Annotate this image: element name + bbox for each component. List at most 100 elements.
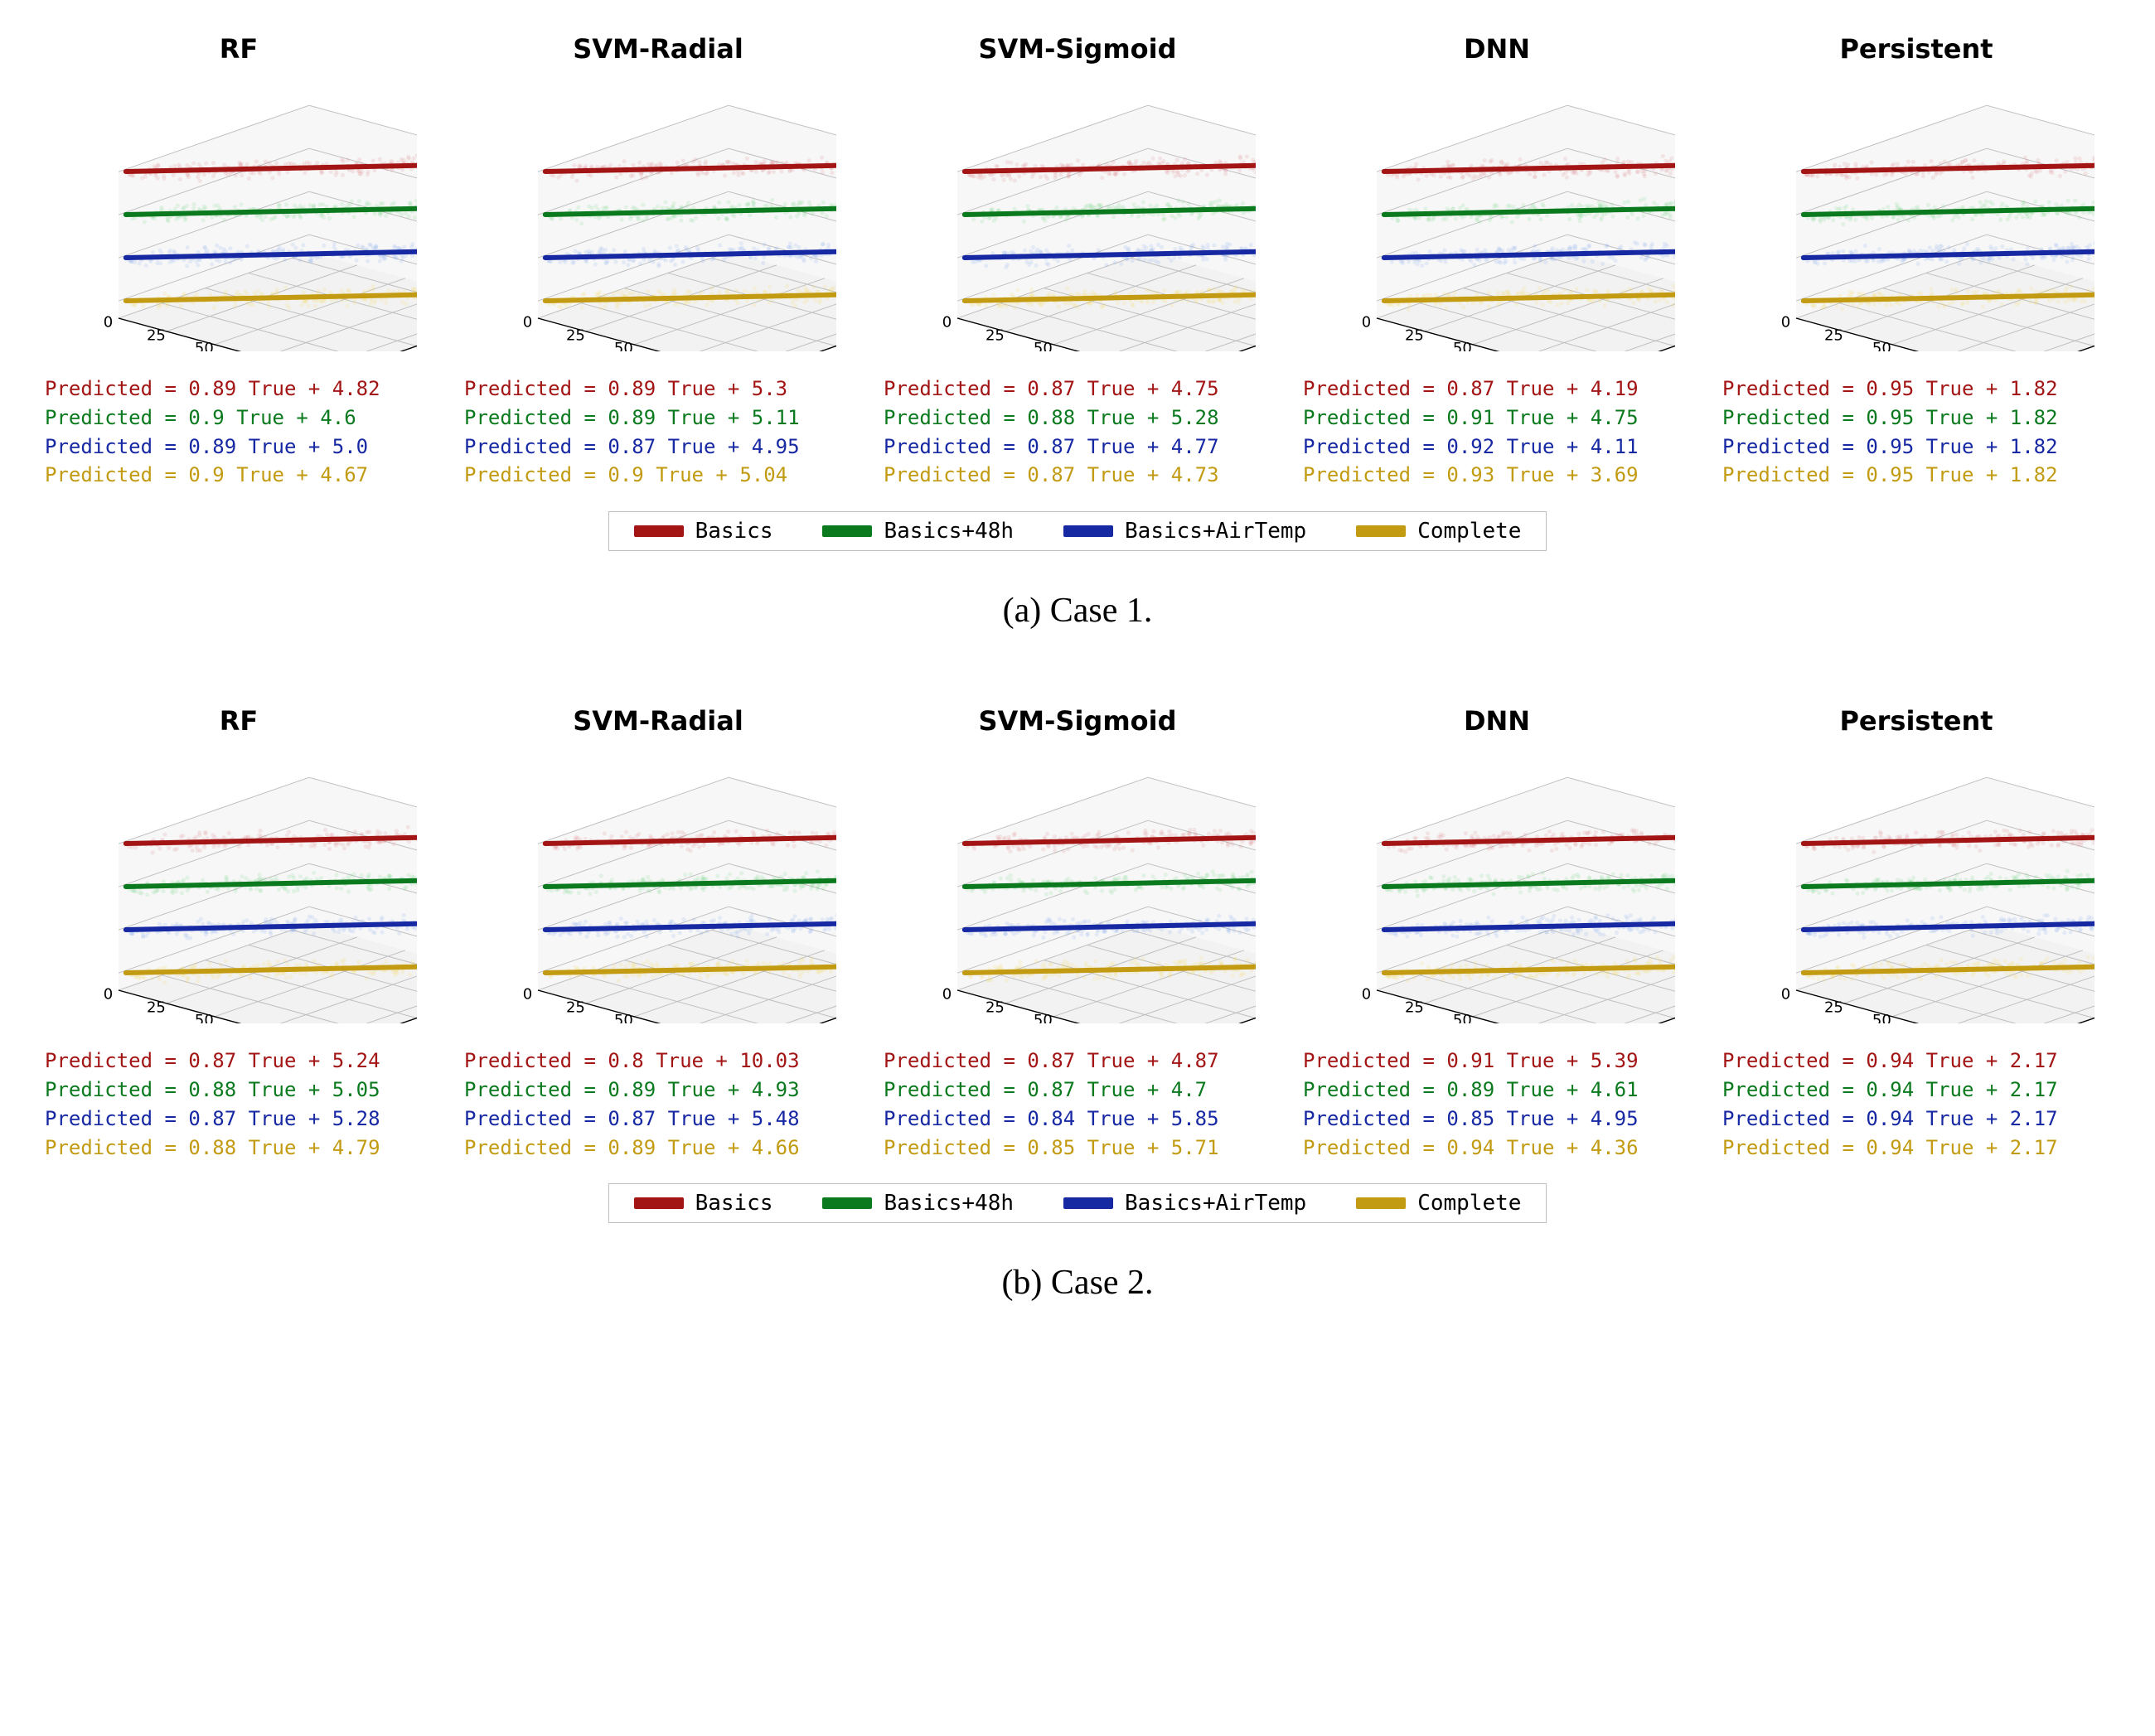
equation-block: Predicted = 0.91 True + 5.39Predicted = … — [1303, 1047, 1639, 1162]
x-tick: 25 — [147, 999, 166, 1016]
equation-line: Predicted = 0.88 True + 5.05 — [45, 1076, 380, 1105]
x-tick: 25 — [985, 999, 1005, 1016]
x-tick: 0 — [942, 313, 952, 331]
equation-line: Predicted = 0.93 True + 3.69 — [1303, 461, 1639, 490]
x-tick: 50 — [1034, 340, 1053, 351]
panel-title: SVM-Sigmoid — [978, 33, 1176, 65]
equation-line: Predicted = 0.89 True + 5.3 — [464, 375, 800, 404]
legend-swatch — [634, 1197, 684, 1209]
equation-line: Predicted = 0.84 True + 5.85 — [884, 1105, 1219, 1134]
equation-line: Predicted = 0.87 True + 4.75 — [884, 375, 1219, 404]
panel-svm-sigmoid: SVM-Sigmoid0255075100255075100True[kW]Pr… — [872, 33, 1283, 490]
x-tick: 50 — [1872, 340, 1891, 351]
legend: BasicsBasics+48hBasics+AirTempComplete — [33, 1183, 2122, 1223]
x-tick: 25 — [1824, 326, 1843, 344]
subfigure-caption: (b) Case 2. — [33, 1263, 2122, 1303]
panel-rf: RF0255075100255075100True[kW]Predicted[k… — [33, 33, 444, 490]
equation-line: Predicted = 0.89 True + 4.61 — [1303, 1076, 1639, 1105]
subfigure-caption: (a) Case 1. — [33, 591, 2122, 631]
x-tick: 25 — [566, 326, 585, 344]
scatter3d-plot: 0255075100255075100True[kW]Predicted[kW] — [1738, 70, 2094, 351]
legend-swatch — [822, 525, 872, 537]
equation-line: Predicted = 0.94 True + 4.36 — [1303, 1134, 1639, 1163]
legend-label: Basics+48h — [884, 1191, 1014, 1216]
legend-swatch — [1063, 525, 1113, 537]
scatter3d-plot: 0255075100255075100True[kW]Predicted[kW] — [480, 70, 836, 351]
legend-item-basicsAir: Basics+AirTemp — [1063, 1191, 1306, 1216]
legend-swatch — [1063, 1197, 1113, 1209]
x-tick: 50 — [614, 340, 633, 351]
panel-title: DNN — [1464, 33, 1530, 65]
equation-block: Predicted = 0.87 True + 4.87Predicted = … — [884, 1047, 1219, 1162]
legend-label: Basics+AirTemp — [1125, 1191, 1306, 1216]
equation-block: Predicted = 0.8 True + 10.03Predicted = … — [464, 1047, 800, 1162]
x-tick: 0 — [1781, 986, 1790, 1003]
panel-title: SVM-Radial — [573, 705, 743, 737]
equation-line: Predicted = 0.87 True + 5.24 — [45, 1047, 380, 1076]
legend-item-basics48h: Basics+48h — [822, 519, 1014, 544]
panel-title: RF — [220, 705, 259, 737]
equation-line: Predicted = 0.87 True + 5.48 — [464, 1105, 800, 1134]
x-tick: 0 — [942, 986, 952, 1003]
x-tick: 25 — [1405, 999, 1424, 1016]
equation-line: Predicted = 0.94 True + 2.17 — [1722, 1134, 2058, 1163]
scatter3d-plot: 0255075100255075100True[kW]Predicted[kW] — [61, 70, 417, 351]
legend-item-basics: Basics — [634, 519, 773, 544]
legend-item-basics: Basics — [634, 1191, 773, 1216]
equation-line: Predicted = 0.9 True + 4.6 — [45, 404, 380, 433]
x-tick: 50 — [195, 1012, 214, 1023]
equation-line: Predicted = 0.94 True + 2.17 — [1722, 1076, 2058, 1105]
scatter3d-plot: 0255075100255075100True[kW]Predicted[kW] — [1738, 742, 2094, 1023]
equation-block: Predicted = 0.89 True + 4.82Predicted = … — [45, 375, 380, 490]
x-tick: 25 — [1405, 326, 1424, 344]
equation-line: Predicted = 0.89 True + 5.0 — [45, 433, 380, 462]
x-tick: 0 — [1362, 313, 1371, 331]
equation-line: Predicted = 0.87 True + 4.7 — [884, 1076, 1219, 1105]
scatter3d-plot: 0255075100255075100True[kW]Predicted[kW] — [61, 742, 417, 1023]
case-2: RF 0255075100255075100True[kW]Predicted[k… — [33, 705, 2122, 1303]
x-tick: 25 — [566, 999, 585, 1016]
legend-label: Basics+AirTemp — [1125, 519, 1306, 544]
x-tick: 25 — [147, 326, 166, 344]
equation-line: Predicted = 0.95 True + 1.82 — [1722, 404, 2058, 433]
legend-swatch — [822, 1197, 872, 1209]
panel-rf: RF0255075100255075100True[kW]Predicted[k… — [33, 705, 444, 1162]
scatter3d-plot: 0255075100255075100True[kW]Predicted[kW] — [899, 70, 1256, 351]
x-tick: 0 — [1781, 313, 1790, 331]
panel-title: DNN — [1464, 705, 1530, 737]
legend-swatch — [634, 525, 684, 537]
legend-label: Complete — [1417, 519, 1521, 544]
equation-line: Predicted = 0.94 True + 2.17 — [1722, 1047, 2058, 1076]
equation-line: Predicted = 0.89 True + 4.82 — [45, 375, 380, 404]
equation-line: Predicted = 0.91 True + 5.39 — [1303, 1047, 1639, 1076]
equation-line: Predicted = 0.94 True + 2.17 — [1722, 1105, 2058, 1134]
equation-line: Predicted = 0.87 True + 4.19 — [1303, 375, 1639, 404]
panel-title: Persistent — [1839, 33, 1993, 65]
x-tick: 0 — [1362, 986, 1371, 1003]
legend-label: Basics — [695, 519, 773, 544]
x-tick: 50 — [1453, 1012, 1472, 1023]
equation-line: Predicted = 0.89 True + 4.66 — [464, 1134, 800, 1163]
equation-line: Predicted = 0.9 True + 4.67 — [45, 461, 380, 490]
panel-persistent: Persistent0255075100255075100True[kW]Pre… — [1711, 33, 2122, 490]
equation-line: Predicted = 0.85 True + 4.95 — [1303, 1105, 1639, 1134]
x-tick: 25 — [985, 326, 1005, 344]
equation-line: Predicted = 0.95 True + 1.82 — [1722, 461, 2058, 490]
panel-title: SVM-Radial — [573, 33, 743, 65]
equation-line: Predicted = 0.85 True + 5.71 — [884, 1134, 1219, 1163]
equation-line: Predicted = 0.88 True + 4.79 — [45, 1134, 380, 1163]
legend-item-basicsAir: Basics+AirTemp — [1063, 519, 1306, 544]
equation-line: Predicted = 0.9 True + 5.04 — [464, 461, 800, 490]
equation-line: Predicted = 0.91 True + 4.75 — [1303, 404, 1639, 433]
legend-label: Basics — [695, 1191, 773, 1216]
x-tick: 50 — [195, 340, 214, 351]
panel-dnn: DNN0255075100255075100True[kW]Predicted[… — [1291, 705, 1702, 1162]
legend-swatch — [1356, 1197, 1406, 1209]
scatter3d-plot: 0255075100255075100True[kW]Predicted[kW] — [899, 742, 1256, 1023]
equation-line: Predicted = 0.89 True + 4.93 — [464, 1076, 800, 1105]
panel-svm-sigmoid: SVM-Sigmoid0255075100255075100True[kW]Pr… — [872, 705, 1283, 1162]
legend-swatch — [1356, 525, 1406, 537]
equation-line: Predicted = 0.8 True + 10.03 — [464, 1047, 800, 1076]
panel-row: RF0255075100255075100True[kW]Predicted[k… — [33, 33, 2122, 490]
equation-block: Predicted = 0.87 True + 5.24Predicted = … — [45, 1047, 380, 1162]
